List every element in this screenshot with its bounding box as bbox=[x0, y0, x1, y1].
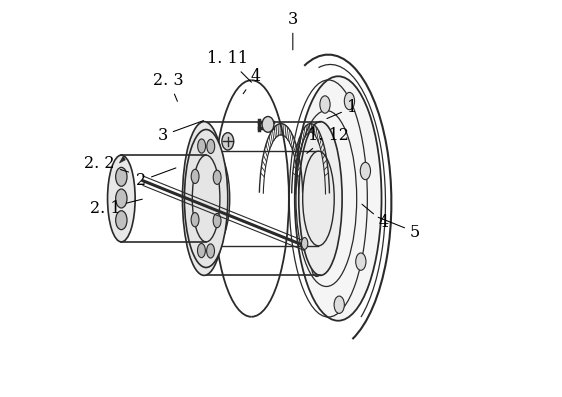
Text: 4: 4 bbox=[362, 204, 388, 231]
Ellipse shape bbox=[116, 168, 127, 186]
Ellipse shape bbox=[320, 96, 330, 113]
Text: 3: 3 bbox=[157, 121, 203, 144]
Ellipse shape bbox=[295, 76, 382, 321]
Ellipse shape bbox=[312, 259, 322, 277]
Ellipse shape bbox=[184, 129, 228, 268]
Ellipse shape bbox=[213, 214, 221, 228]
Ellipse shape bbox=[191, 213, 199, 227]
Ellipse shape bbox=[116, 189, 127, 208]
Ellipse shape bbox=[299, 121, 342, 276]
Ellipse shape bbox=[107, 155, 135, 242]
Text: 2. 2: 2. 2 bbox=[84, 154, 129, 172]
Text: 1: 1 bbox=[327, 99, 357, 119]
Text: 5: 5 bbox=[378, 217, 420, 241]
Ellipse shape bbox=[222, 133, 234, 150]
Ellipse shape bbox=[207, 139, 215, 154]
Ellipse shape bbox=[345, 93, 355, 110]
Ellipse shape bbox=[334, 296, 345, 313]
Ellipse shape bbox=[116, 211, 127, 229]
Ellipse shape bbox=[183, 121, 226, 276]
Ellipse shape bbox=[305, 170, 316, 187]
Ellipse shape bbox=[207, 244, 215, 258]
Ellipse shape bbox=[213, 170, 221, 184]
Text: 2. 1: 2. 1 bbox=[90, 199, 142, 217]
Ellipse shape bbox=[191, 169, 199, 183]
Ellipse shape bbox=[197, 243, 205, 258]
Ellipse shape bbox=[356, 253, 366, 270]
Ellipse shape bbox=[303, 151, 334, 246]
Text: 1. 12: 1. 12 bbox=[307, 127, 349, 153]
Ellipse shape bbox=[301, 237, 308, 249]
Ellipse shape bbox=[360, 162, 370, 180]
Text: 2. 3: 2. 3 bbox=[153, 72, 184, 101]
Polygon shape bbox=[119, 156, 125, 163]
Text: 3: 3 bbox=[288, 11, 298, 50]
Ellipse shape bbox=[198, 139, 206, 153]
Text: 4: 4 bbox=[243, 68, 260, 94]
Ellipse shape bbox=[262, 116, 274, 132]
Text: 2: 2 bbox=[136, 168, 176, 189]
Text: 1. 11: 1. 11 bbox=[207, 50, 251, 82]
